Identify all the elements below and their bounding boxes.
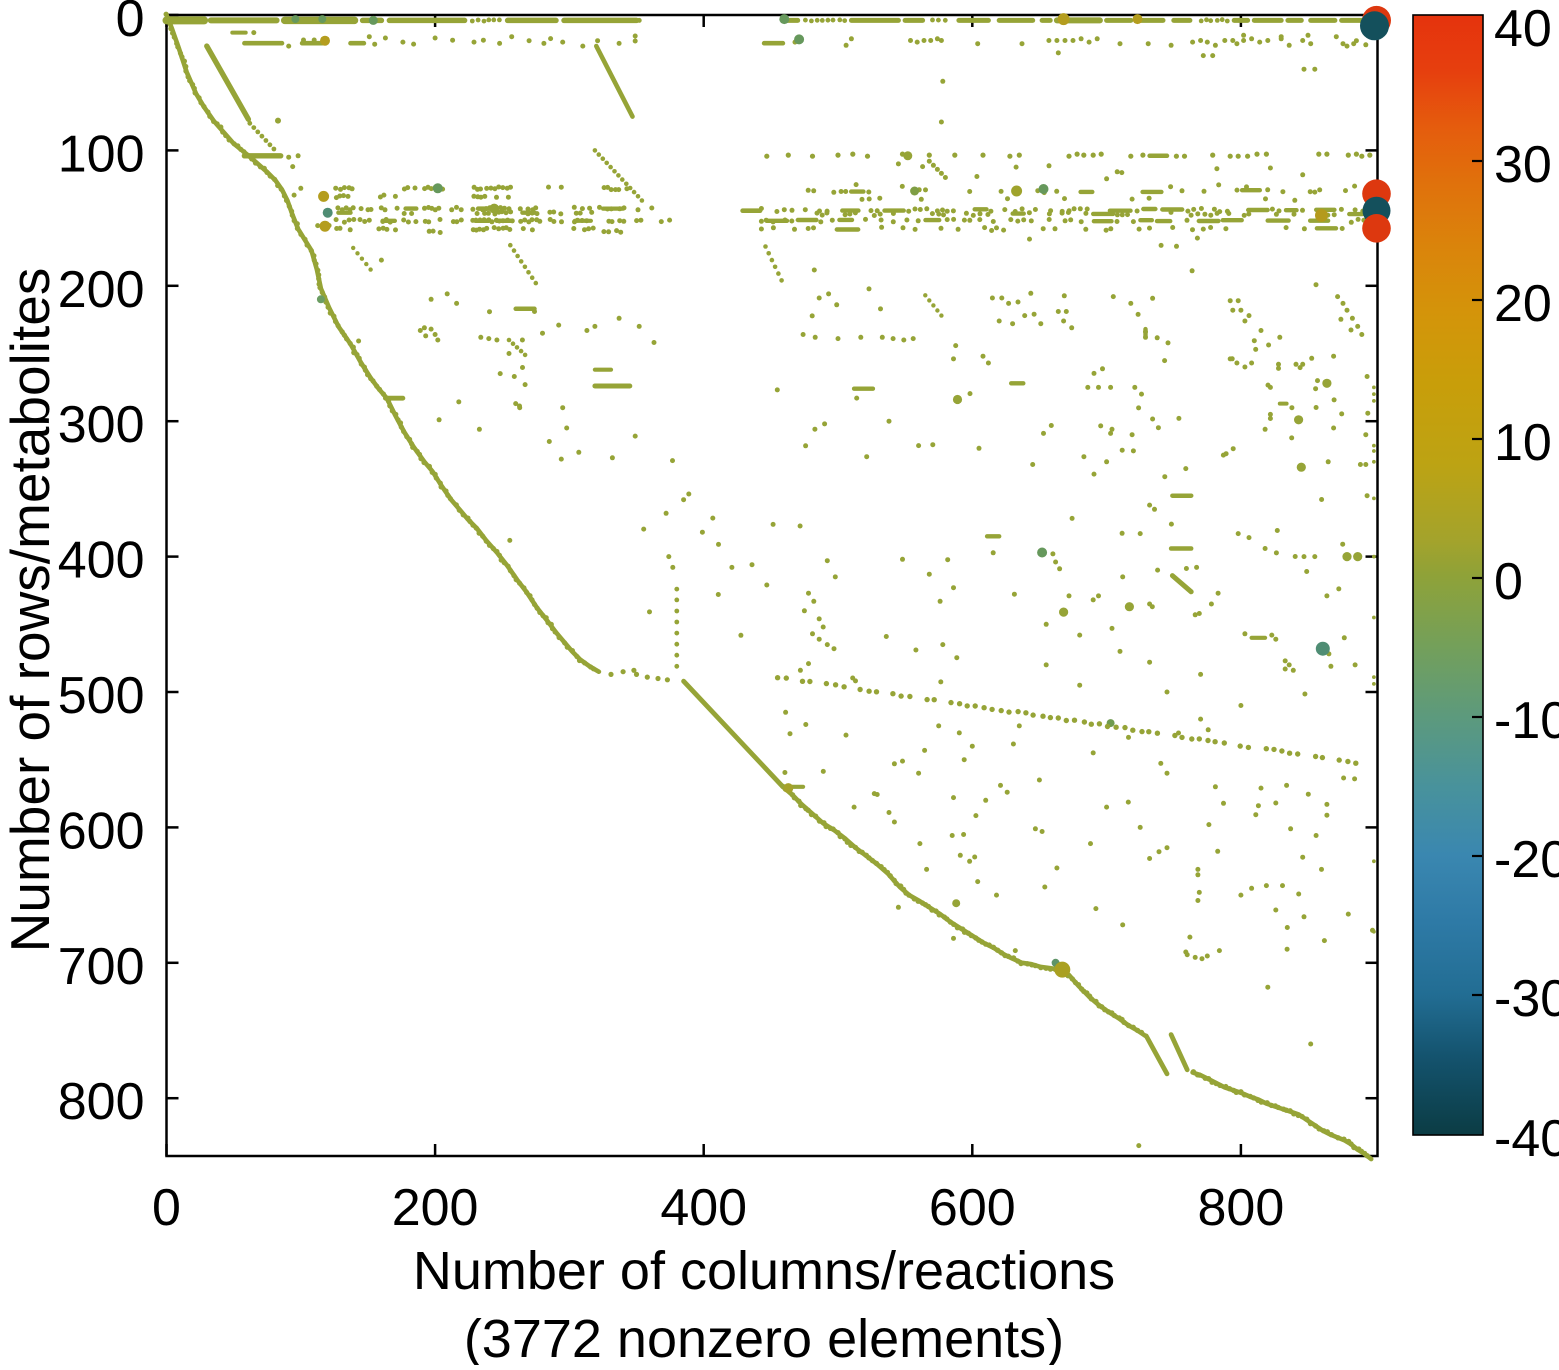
svg-text:-30: -30 bbox=[1494, 970, 1559, 1028]
svg-text:Number of columns/reactions: Number of columns/reactions bbox=[413, 1241, 1115, 1301]
svg-text:600: 600 bbox=[58, 802, 145, 860]
svg-text:400: 400 bbox=[58, 532, 145, 590]
svg-text:800: 800 bbox=[58, 1073, 145, 1131]
svg-text:200: 200 bbox=[58, 261, 145, 319]
svg-text:-10: -10 bbox=[1494, 692, 1559, 750]
svg-text:0: 0 bbox=[116, 0, 145, 48]
svg-text:-20: -20 bbox=[1494, 831, 1559, 889]
svg-text:400: 400 bbox=[660, 1179, 747, 1237]
svg-text:300: 300 bbox=[58, 396, 145, 454]
svg-text:800: 800 bbox=[1198, 1179, 1285, 1237]
svg-text:(3772 nonzero elements): (3772 nonzero elements) bbox=[464, 1309, 1064, 1365]
svg-text:Number of rows/metabolites: Number of rows/metabolites bbox=[0, 268, 61, 953]
svg-text:0: 0 bbox=[152, 1179, 181, 1237]
svg-text:10: 10 bbox=[1494, 414, 1552, 472]
svg-text:200: 200 bbox=[392, 1179, 479, 1237]
svg-text:0: 0 bbox=[1494, 553, 1523, 611]
svg-text:-40: -40 bbox=[1494, 1110, 1559, 1168]
svg-text:500: 500 bbox=[58, 667, 145, 725]
svg-text:600: 600 bbox=[929, 1179, 1016, 1237]
svg-text:100: 100 bbox=[58, 125, 145, 183]
svg-text:20: 20 bbox=[1494, 275, 1552, 333]
svg-text:30: 30 bbox=[1494, 136, 1552, 194]
svg-text:700: 700 bbox=[58, 938, 145, 996]
svg-text:40: 40 bbox=[1494, 0, 1552, 58]
